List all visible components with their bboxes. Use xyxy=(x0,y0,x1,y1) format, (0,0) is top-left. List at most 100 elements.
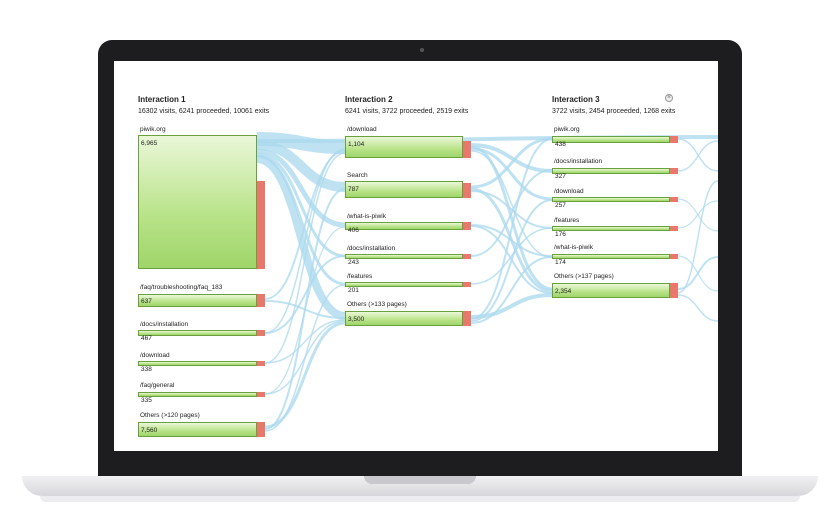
flow-link[interactable] xyxy=(470,224,553,257)
flow-link[interactable] xyxy=(264,188,346,430)
interaction-2-title: Interaction 2 xyxy=(345,95,393,104)
node-label-others-1[interactable]: Others (>120 pages) xyxy=(140,412,200,419)
node-value-piwik-org-3: 438 xyxy=(555,141,566,148)
flow-link[interactable] xyxy=(256,152,346,258)
interaction-3-title: Interaction 3 xyxy=(552,95,600,104)
node-value-search: 787 xyxy=(348,186,359,193)
node-exit-download-3 xyxy=(670,197,678,202)
node-bar-features-3[interactable] xyxy=(552,226,670,231)
node-bar-piwik-org-3[interactable] xyxy=(552,136,670,143)
node-bar-what-is-piwik-2[interactable] xyxy=(345,222,463,230)
node-bar-others-3[interactable] xyxy=(552,283,670,298)
node-exit-what-is-piwik-2 xyxy=(463,222,471,230)
node-bar-faq-183[interactable] xyxy=(138,294,257,307)
node-label-features-3[interactable]: /features xyxy=(554,217,580,224)
node-exit-docs-installation-2 xyxy=(463,254,471,259)
flow-link[interactable] xyxy=(256,148,346,228)
laptop-base xyxy=(22,476,818,496)
flow-link[interactable] xyxy=(470,145,553,291)
node-value-piwik-org: 6,965 xyxy=(141,140,158,147)
node-exit-search xyxy=(463,183,471,198)
node-value-what-is-piwik-3: 174 xyxy=(555,259,566,266)
interaction-1-summary: 16302 visits, 6241 proceeded, 10061 exit… xyxy=(138,108,270,115)
node-label-others-3[interactable]: Others (>137 pages) xyxy=(554,273,614,280)
node-bar-others-1[interactable] xyxy=(138,422,257,437)
node-exit-features-3 xyxy=(670,226,678,231)
flow-link[interactable] xyxy=(264,255,346,334)
node-label-docs-installation-1[interactable]: /docs/installation xyxy=(140,321,189,328)
node-exit-what-is-piwik-3 xyxy=(670,254,678,259)
flow-link[interactable] xyxy=(470,190,553,229)
node-label-search[interactable]: Search xyxy=(347,172,368,179)
node-label-faq-general[interactable]: /faq/general xyxy=(140,382,175,389)
node-exit-others-3 xyxy=(670,283,678,298)
node-bar-download-3[interactable] xyxy=(552,197,670,202)
node-label-features-2[interactable]: /features xyxy=(347,273,373,280)
node-exit-docs-installation-1 xyxy=(257,330,265,336)
flow-link[interactable] xyxy=(677,256,718,290)
node-label-piwik-org-3[interactable]: piwik.org xyxy=(554,126,580,133)
node-value-download-1: 338 xyxy=(141,366,152,373)
flow-link[interactable] xyxy=(677,200,718,229)
flow-link[interactable] xyxy=(470,143,553,173)
flow-link[interactable] xyxy=(264,148,346,334)
node-exit-others-2 xyxy=(463,311,471,326)
flow-link[interactable] xyxy=(677,294,718,322)
node-bar-others-2[interactable] xyxy=(345,311,463,326)
node-value-what-is-piwik-2: 406 xyxy=(348,227,359,234)
node-exit-faq-general xyxy=(257,392,265,397)
node-label-download-2[interactable]: /download xyxy=(347,126,377,133)
flow-link[interactable] xyxy=(677,180,718,294)
flow-link[interactable] xyxy=(470,169,553,257)
flow-link[interactable] xyxy=(470,256,553,324)
node-value-docs-installation-1: 467 xyxy=(141,335,152,342)
flow-link[interactable] xyxy=(470,137,553,189)
node-bar-docs-installation-3[interactable] xyxy=(552,168,670,174)
transitions-screen: Interaction 1 16302 visits, 6241 proceed… xyxy=(114,61,718,451)
node-value-faq-183: 637 xyxy=(141,298,152,305)
node-label-what-is-piwik-3[interactable]: /what-is-piwik xyxy=(554,244,594,251)
node-bar-features-2[interactable] xyxy=(345,282,463,287)
node-value-faq-general: 335 xyxy=(141,397,152,404)
node-label-what-is-piwik-2[interactable]: /what-is-piwik xyxy=(347,213,387,220)
node-exit-features-2 xyxy=(463,282,471,287)
node-exit-download-2 xyxy=(463,141,471,158)
node-bar-what-is-piwik-3[interactable] xyxy=(552,254,670,259)
interaction-1-title: Interaction 1 xyxy=(138,95,186,104)
flow-links-canvas xyxy=(256,132,718,432)
flow-link[interactable] xyxy=(470,138,553,320)
node-value-others-2: 3,500 xyxy=(348,316,365,323)
node-bar-piwik-org[interactable] xyxy=(138,135,257,269)
flow-link[interactable] xyxy=(470,227,553,285)
flow-link[interactable] xyxy=(677,140,718,172)
webcam-icon xyxy=(420,48,424,52)
flow-links xyxy=(256,132,718,432)
flow-link[interactable] xyxy=(256,140,346,192)
flow-link[interactable] xyxy=(264,284,346,432)
node-label-download-1[interactable]: /download xyxy=(140,352,170,359)
flow-link[interactable] xyxy=(470,150,553,258)
node-label-others-2[interactable]: Others (>133 pages) xyxy=(347,301,407,308)
node-value-docs-installation-3: 327 xyxy=(555,173,566,180)
laptop-base-shadow xyxy=(40,496,800,502)
node-bar-docs-installation-1[interactable] xyxy=(138,330,257,336)
node-bar-download-2[interactable] xyxy=(345,136,463,158)
interaction-3-summary: 3722 visits, 2454 proceeded, 1268 exits xyxy=(552,108,676,115)
flow-link[interactable] xyxy=(470,199,553,322)
node-label-download-3[interactable]: /download xyxy=(554,188,584,195)
node-exit-piwik-org-3 xyxy=(670,136,678,143)
close-icon[interactable]: × xyxy=(665,94,673,102)
node-exit-docs-installation-3 xyxy=(670,168,678,174)
node-label-piwik-org[interactable]: piwik.org xyxy=(140,126,166,133)
flow-link[interactable] xyxy=(264,152,346,364)
node-bar-download-1[interactable] xyxy=(138,361,257,366)
node-bar-docs-installation-2[interactable] xyxy=(345,254,463,259)
node-label-docs-installation-2[interactable]: /docs/installation xyxy=(347,245,396,252)
node-bar-search[interactable] xyxy=(345,181,463,198)
node-bar-faq-general[interactable] xyxy=(138,392,257,397)
flow-link[interactable] xyxy=(264,321,346,429)
node-value-others-1: 7,560 xyxy=(141,427,158,434)
flow-link[interactable] xyxy=(264,319,346,364)
node-label-faq-183[interactable]: /faq/troubleshooting/faq_183 xyxy=(140,284,223,291)
node-label-docs-installation-3[interactable]: /docs/installation xyxy=(554,158,603,165)
